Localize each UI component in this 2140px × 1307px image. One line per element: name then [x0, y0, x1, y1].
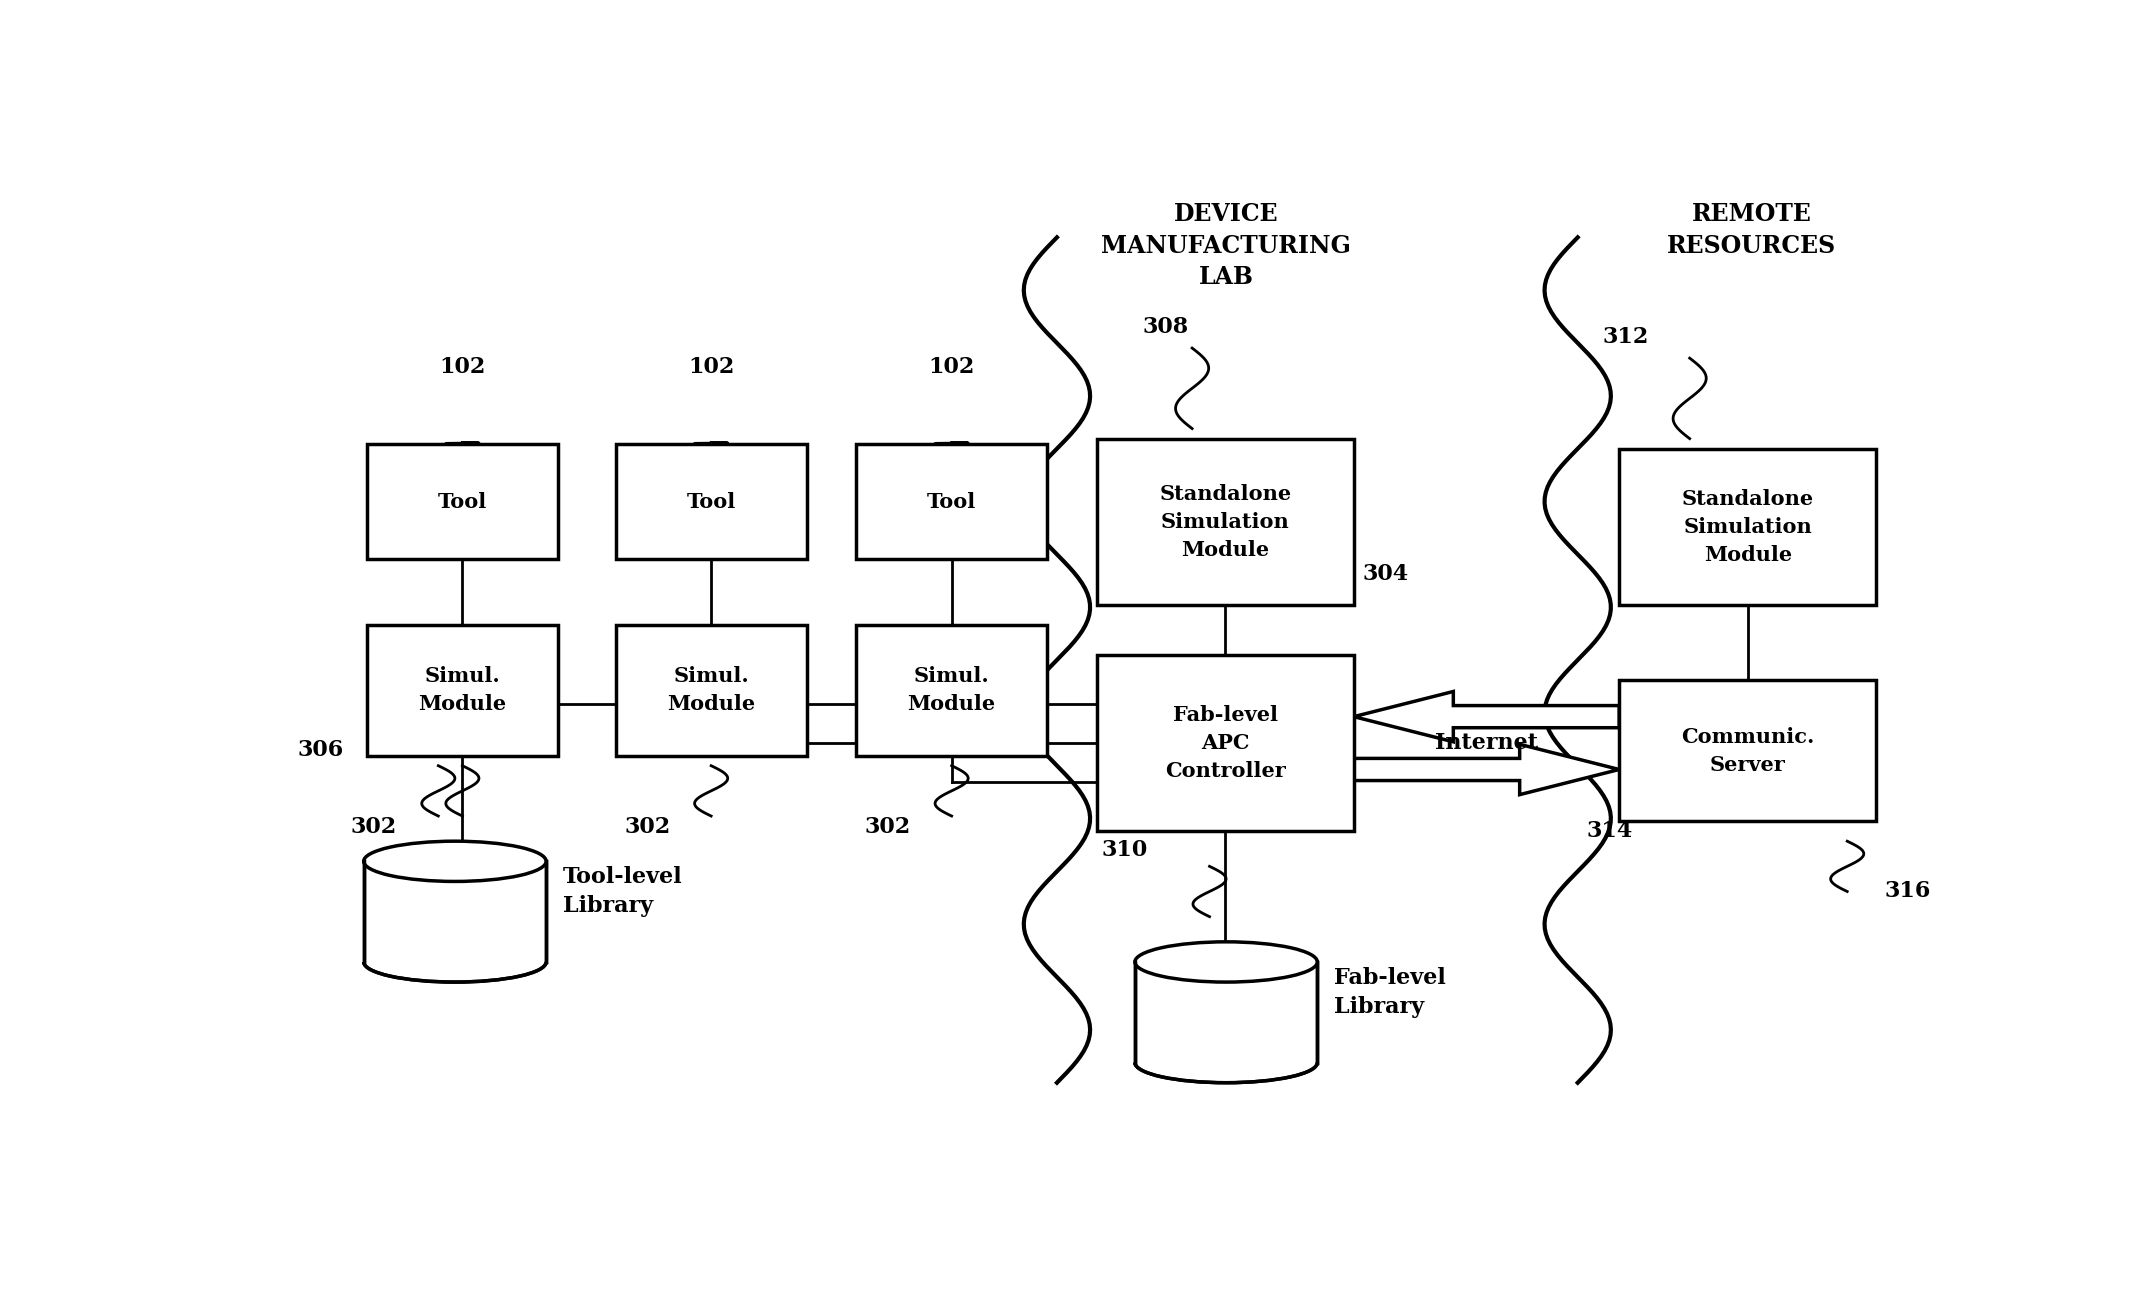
Bar: [1620, 680, 1877, 821]
Text: Communic.
Server: Communic. Server: [1682, 727, 1815, 775]
Bar: [856, 443, 1046, 559]
Bar: [364, 861, 546, 962]
Text: Standalone
Simulation
Module: Standalone Simulation Module: [1682, 489, 1815, 565]
Text: 310: 310: [1102, 839, 1147, 861]
Bar: [1098, 655, 1355, 831]
Bar: [1098, 439, 1355, 605]
Text: 306: 306: [297, 738, 345, 761]
Text: Simul.
Module: Simul. Module: [668, 667, 755, 714]
Ellipse shape: [364, 842, 546, 881]
Text: Simul.
Module: Simul. Module: [907, 667, 995, 714]
Text: 314: 314: [1586, 819, 1633, 842]
Bar: [368, 443, 559, 559]
Text: Tool-level
Library: Tool-level Library: [563, 867, 683, 918]
Text: 308: 308: [1143, 316, 1188, 339]
Text: Internet: Internet: [1436, 732, 1539, 754]
Polygon shape: [1355, 744, 1620, 795]
Text: 312: 312: [1603, 325, 1650, 348]
Text: Tool: Tool: [927, 491, 976, 511]
Text: Fab-level
Library: Fab-level Library: [1333, 967, 1447, 1018]
Bar: [368, 625, 559, 755]
Text: Simul.
Module: Simul. Module: [417, 667, 507, 714]
Text: 304: 304: [1363, 562, 1408, 584]
Bar: [1620, 448, 1877, 605]
Text: Tool: Tool: [687, 491, 736, 511]
Text: DEVICE
MANUFACTURING
LAB: DEVICE MANUFACTURING LAB: [1102, 203, 1350, 289]
Text: 102: 102: [687, 357, 734, 378]
Bar: [856, 625, 1046, 755]
Text: 102: 102: [929, 357, 976, 378]
Text: REMOTE
RESOURCES: REMOTE RESOURCES: [1667, 203, 1836, 257]
Text: Standalone
Simulation
Module: Standalone Simulation Module: [1160, 484, 1290, 559]
Text: Tool: Tool: [439, 491, 488, 511]
Text: Fab-level
APC
Controller: Fab-level APC Controller: [1164, 704, 1286, 782]
Bar: [616, 625, 807, 755]
Text: 302: 302: [865, 816, 912, 838]
Polygon shape: [1355, 691, 1620, 742]
Text: 102: 102: [439, 357, 486, 378]
Text: 316: 316: [1885, 880, 1930, 902]
Text: 302: 302: [625, 816, 670, 838]
Bar: [1134, 962, 1318, 1063]
Bar: [616, 443, 807, 559]
Text: 302: 302: [351, 816, 396, 838]
Ellipse shape: [1134, 942, 1318, 982]
